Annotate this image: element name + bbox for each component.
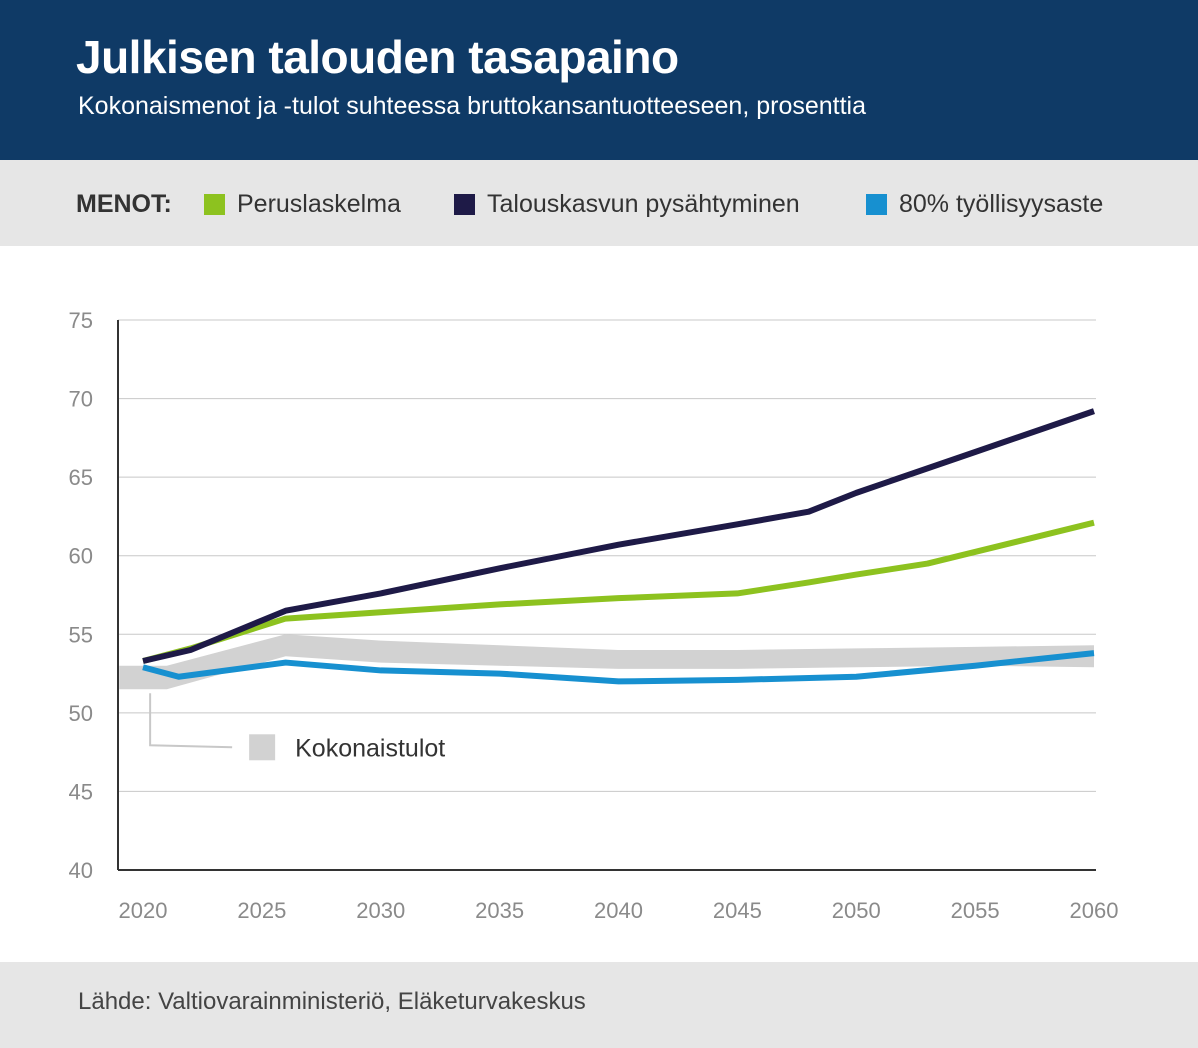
x-tick-label-2035: 2035 — [475, 898, 524, 923]
x-axis-ticks: 2020 2025 2030 2035 2040 2045 2050 2055 2060 — [119, 898, 1119, 923]
y-tick-label-70: 70 — [69, 387, 93, 412]
chart-subtitle: Kokonaismenot ja -tulot suhteessa brutto… — [78, 92, 867, 120]
legend-item-peruslaskelma: Peruslaskelma — [204, 190, 401, 219]
series-line-80-tyollisyysaste — [142, 650, 1095, 685]
y-axis-ticks: 40 45 50 55 60 65 70 75 — [69, 308, 93, 883]
y-tick-label-50: 50 — [69, 701, 93, 726]
grid-lines — [118, 319, 1096, 871]
legend-bar: MENOT: Peruslaskelma Talouskasvun pysäht… — [0, 160, 1198, 246]
annotation-swatch — [249, 734, 276, 761]
line-chart: 40 45 50 55 60 65 70 75 2020 2025 2030 2035 2040 204… — [69, 308, 1119, 923]
legend-item-80-tyollisyysaste: 80% työllisyysaste — [866, 190, 1103, 219]
y-tick-label-40: 40 — [69, 858, 93, 883]
band-kokonaistulot — [119, 634, 1095, 690]
legend-item-talouskasvun-pysahtyminen: Talouskasvun pysähtyminen — [454, 190, 800, 219]
legend-prefix: MENOT: — [76, 190, 172, 218]
source-note: Lähde: Valtiovarainministeriö, Eläketurv… — [78, 988, 586, 1015]
y-tick-label-45: 45 — [69, 779, 93, 804]
legend-swatch-talouskasvun-pysahtyminen — [454, 194, 475, 215]
x-tick-label-2020: 2020 — [119, 898, 168, 923]
y-tick-label-65: 65 — [69, 465, 93, 490]
legend-label-talouskasvun-pysahtyminen: Talouskasvun pysähtyminen — [487, 190, 800, 218]
x-tick-label-2045: 2045 — [713, 898, 762, 923]
series-line-peruslaskelma — [142, 519, 1095, 664]
legend-swatch-80-tyollisyysaste — [866, 194, 887, 215]
legend-label-80-tyollisyysaste: 80% työllisyysaste — [899, 190, 1104, 218]
series-layer — [142, 408, 1095, 685]
footer-bar: Lähde: Valtiovarainministeriö, Eläketurv… — [0, 962, 1198, 1048]
kokonaistulot-annotation: Kokonaistulot — [149, 693, 445, 762]
annotation-leader-line — [149, 693, 233, 749]
revenue-band-layer — [119, 634, 1095, 690]
x-tick-label-2055: 2055 — [951, 898, 1000, 923]
chart-title: Julkisen talouden tasapaino — [76, 31, 679, 83]
legend-swatch-peruslaskelma — [204, 194, 225, 215]
annotation-label: Kokonaistulot — [295, 734, 445, 762]
legend-label-peruslaskelma: Peruslaskelma — [237, 190, 401, 218]
y-tick-label-75: 75 — [69, 308, 93, 333]
series-line-talouskasvun-pysahtyminen — [142, 408, 1095, 664]
x-tick-label-2030: 2030 — [356, 898, 405, 923]
header-banner: Julkisen talouden tasapaino Kokonaismeno… — [0, 0, 1198, 160]
y-tick-label-60: 60 — [69, 544, 93, 569]
y-tick-label-55: 55 — [69, 622, 93, 647]
x-tick-label-2040: 2040 — [594, 898, 643, 923]
x-tick-label-2025: 2025 — [237, 898, 286, 923]
x-tick-label-2060: 2060 — [1070, 898, 1119, 923]
x-tick-label-2050: 2050 — [832, 898, 881, 923]
